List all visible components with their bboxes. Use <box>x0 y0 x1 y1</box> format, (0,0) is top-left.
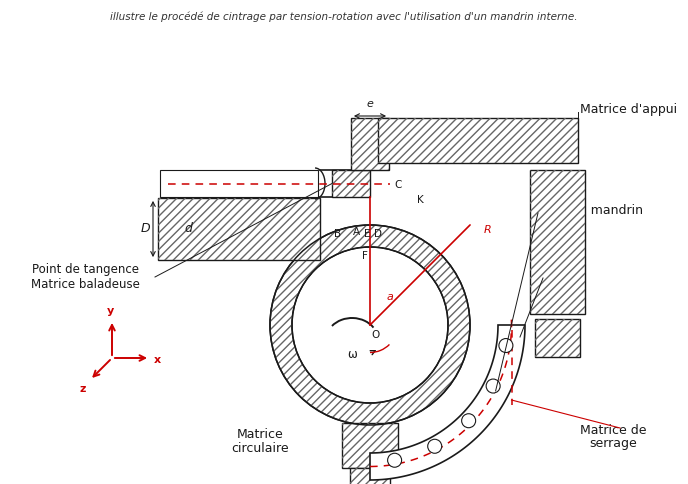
Bar <box>535 319 580 357</box>
Circle shape <box>387 453 402 467</box>
Bar <box>342 423 398 468</box>
Text: y: y <box>107 306 114 316</box>
Text: A: A <box>352 227 360 237</box>
Bar <box>158 198 320 260</box>
Text: Matrice de: Matrice de <box>580 424 646 437</box>
Text: Point de tangence: Point de tangence <box>32 263 138 276</box>
Wedge shape <box>270 225 470 425</box>
Circle shape <box>428 439 442 453</box>
Bar <box>530 170 585 314</box>
Text: F: F <box>362 251 368 261</box>
Circle shape <box>486 379 500 393</box>
Circle shape <box>293 248 447 402</box>
Circle shape <box>462 414 475 428</box>
Bar <box>351 118 389 170</box>
Text: e: e <box>367 99 374 109</box>
Text: x: x <box>154 355 161 365</box>
Text: D: D <box>140 223 150 236</box>
Text: ω: ω <box>347 348 357 362</box>
Bar <box>378 118 578 163</box>
Bar <box>351 118 389 170</box>
Text: Bille du mandrin: Bille du mandrin <box>540 203 643 216</box>
Text: Mandrin: Mandrin <box>195 173 246 186</box>
Text: C: C <box>394 180 402 190</box>
Text: z: z <box>80 384 86 394</box>
Bar <box>158 198 320 260</box>
Bar <box>160 170 318 197</box>
Text: a: a <box>387 292 394 302</box>
Text: serrage: serrage <box>589 437 637 450</box>
Bar <box>350 468 390 484</box>
Text: d: d <box>184 223 192 236</box>
Text: Matrice: Matrice <box>237 428 283 441</box>
Text: D: D <box>374 229 382 239</box>
Circle shape <box>499 338 513 352</box>
Text: O: O <box>372 330 380 340</box>
Text: B: B <box>334 229 341 239</box>
Text: R: R <box>484 225 492 235</box>
Bar <box>332 170 370 197</box>
Text: Tube: Tube <box>545 272 574 285</box>
Bar <box>530 170 585 314</box>
Text: Matrice d'appui: Matrice d'appui <box>580 104 677 117</box>
Text: Matrice baladeuse: Matrice baladeuse <box>30 277 140 290</box>
Polygon shape <box>370 325 525 480</box>
Text: K: K <box>417 195 423 205</box>
Bar <box>342 423 398 468</box>
Bar <box>535 319 580 357</box>
Text: illustre le procédé de cintrage par tension-rotation avec l'utilisation d'un man: illustre le procédé de cintrage par tens… <box>110 12 578 22</box>
Bar <box>332 170 370 197</box>
Text: E: E <box>364 229 370 239</box>
Text: circulaire: circulaire <box>231 441 289 454</box>
Bar <box>378 118 578 163</box>
Bar <box>350 468 390 484</box>
